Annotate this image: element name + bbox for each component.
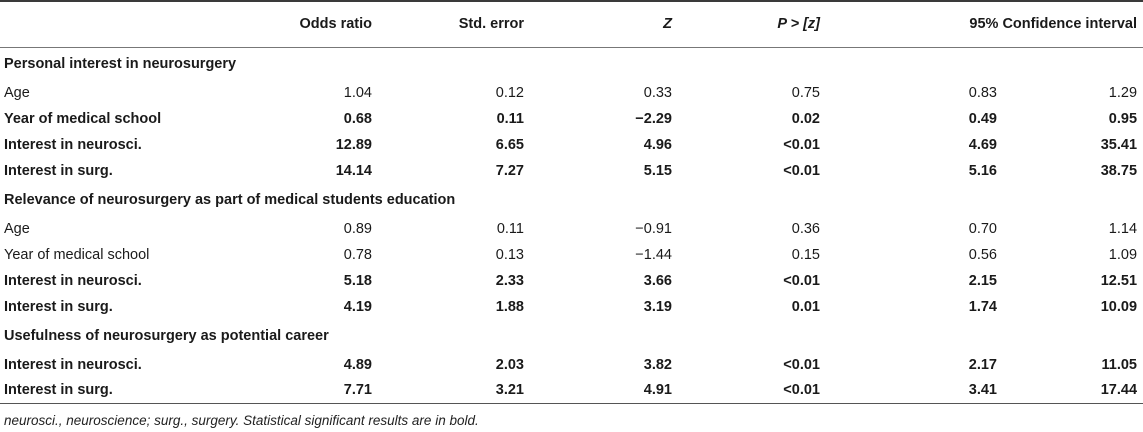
row-label: Interest in neurosci. [4,356,142,373]
p-value-cell: <0.01 [678,377,826,404]
table-row: Interest in neurosci. 4.89 2.03 3.82 <0.01 2.… [0,352,1143,378]
table-row: Interest in neurosci. 12.89 6.65 4.96 <0.01 4… [0,132,1143,158]
z-cell: −1.44 [635,246,672,263]
ci-upper-cell: 0.95 [1108,110,1138,127]
std-error-cell: 0.11 [496,220,524,237]
header-std-error: Std. error [378,0,530,48]
odds-ratio-cell: 4.19 [343,298,372,315]
row-label: Interest in neurosci. [4,136,142,153]
p-value-cell: <0.01 [783,272,820,289]
std-error-cell: 0.11 [496,110,524,127]
std-error-cell: 3.21 [378,377,530,404]
ci-upper-cell: 11.05 [1101,356,1138,373]
row-label: Interest in surg. [4,162,113,179]
odds-ratio-cell: 0.68 [343,110,372,127]
std-error-cell: 0.12 [495,84,524,101]
row-label: Age [4,84,30,101]
group-header-row: Personal interest in neurosurgery [0,47,1143,80]
p-value-cell: <0.01 [783,356,820,373]
ci-lower-cell: 0.49 [968,110,997,127]
row-label: Year of medical school [4,110,162,127]
std-error-cell: 2.03 [495,356,524,373]
ci-lower-cell: 0.56 [968,246,997,263]
table-row: Interest in surg. 7.71 3.21 4.91 <0.01 3.41 17… [0,377,1143,404]
ci-lower-cell: 0.70 [968,220,997,237]
table-row: Age 1.04 0.12 0.33 0.75 0.83 1.29 [0,80,1143,106]
table-row: Year of medical school 0.78 0.13 −1.44 0.15 0… [0,242,1143,268]
table-header: Odds ratio Std. error Z P > [z] 95% Conf… [0,0,1143,48]
ci-upper-cell: 35.41 [1100,136,1138,153]
std-error-cell: 6.65 [495,136,524,153]
odds-ratio-cell: 0.89 [343,220,372,237]
z-cell: 5.15 [643,162,672,179]
ci-upper-cell: 1.14 [1108,220,1138,237]
odds-ratio-cell: 4.89 [343,356,372,373]
p-value-cell: 0.15 [791,246,820,263]
table-row: Interest in surg. 4.19 1.88 3.19 0.01 1.74 10.… [0,294,1143,320]
regression-table: Odds ratio Std. error Z P > [z] 95% Conf… [0,0,1143,404]
row-label: Interest in neurosci. [4,272,142,289]
p-value-cell: 0.36 [791,220,820,237]
ci-lower-cell: 0.83 [968,84,997,101]
row-label: Interest in surg. [4,298,113,315]
ci-upper-cell: 12.51 [1100,272,1138,289]
ci-upper-cell: 10.09 [1100,298,1138,315]
p-value-cell: 0.02 [791,110,820,127]
odds-ratio-cell: 14.14 [335,162,372,179]
z-cell: 0.33 [643,84,672,101]
ci-lower-cell: 4.69 [968,136,997,153]
p-value-cell: <0.01 [783,162,820,179]
odds-ratio-cell: 5.18 [343,272,372,289]
ci-lower-cell: 1.74 [968,298,997,315]
header-confidence-interval: 95% Confidence interval [826,0,1143,48]
group-title: Personal interest in neurosurgery [4,55,237,72]
group-title: Usefulness of neurosurgery as potential … [4,327,329,344]
header-row: Odds ratio Std. error Z P > [z] 95% Conf… [0,0,1143,48]
table-row: Year of medical school 0.68 0.11 −2.29 0.02 0… [0,106,1143,132]
group-title: Relevance of neurosurgery as part of med… [4,191,456,208]
odds-ratio-cell: 0.78 [343,246,372,263]
ci-lower-cell: 5.16 [968,162,997,179]
row-label: Interest in surg. [0,377,243,404]
std-error-cell: 2.33 [495,272,524,289]
z-cell: −2.29 [635,110,672,127]
table-footnote: neurosci., neuroscience; surg., surgery.… [4,413,479,428]
ci-lower-cell: 2.17 [968,356,997,373]
odds-ratio-cell: 1.04 [343,84,372,101]
table-row: Age 0.89 0.11 −0.91 0.36 0.70 1.14 [0,216,1143,242]
z-cell: 4.96 [643,136,672,153]
header-p-value: P > [z] [678,0,826,48]
group-header-row: Relevance of neurosurgery as part of med… [0,184,1143,216]
ci-lower-cell: 3.41 [826,377,1003,404]
ci-upper-cell: 1.29 [1108,84,1138,101]
odds-ratio-cell: 12.89 [335,136,372,153]
z-cell: 3.19 [643,298,672,315]
z-cell: 3.66 [643,272,672,289]
z-cell: 4.91 [530,377,678,404]
header-variable [0,0,243,48]
row-label: Age [4,220,30,237]
group-header-row: Usefulness of neurosurgery as potential … [0,320,1143,352]
header-p-value-text: P > [z] [777,16,820,33]
std-error-cell: 1.88 [495,298,524,315]
std-error-cell: 7.27 [495,162,524,179]
table-body: Personal interest in neurosurgery Age 1.04… [0,47,1143,404]
odds-ratio-cell: 7.71 [243,377,378,404]
z-cell: −0.91 [635,220,672,237]
p-value-cell: <0.01 [783,136,820,153]
ci-lower-cell: 2.15 [968,272,997,289]
std-error-cell: 0.13 [495,246,524,263]
header-odds-ratio: Odds ratio [243,0,378,48]
ci-upper-cell: 1.09 [1108,246,1138,263]
z-cell: 3.82 [643,356,672,373]
table-row: Interest in surg. 14.14 7.27 5.15 <0.01 5.16 3… [0,158,1143,184]
table-row: Interest in neurosci. 5.18 2.33 3.66 <0.01 2.… [0,268,1143,294]
header-z: Z [530,0,678,48]
row-label: Year of medical school [4,246,150,263]
p-value-cell: 0.75 [791,84,820,101]
ci-upper-cell: 17.44 [1003,377,1143,404]
ci-upper-cell: 38.75 [1100,162,1138,179]
p-value-cell: 0.01 [791,298,820,315]
